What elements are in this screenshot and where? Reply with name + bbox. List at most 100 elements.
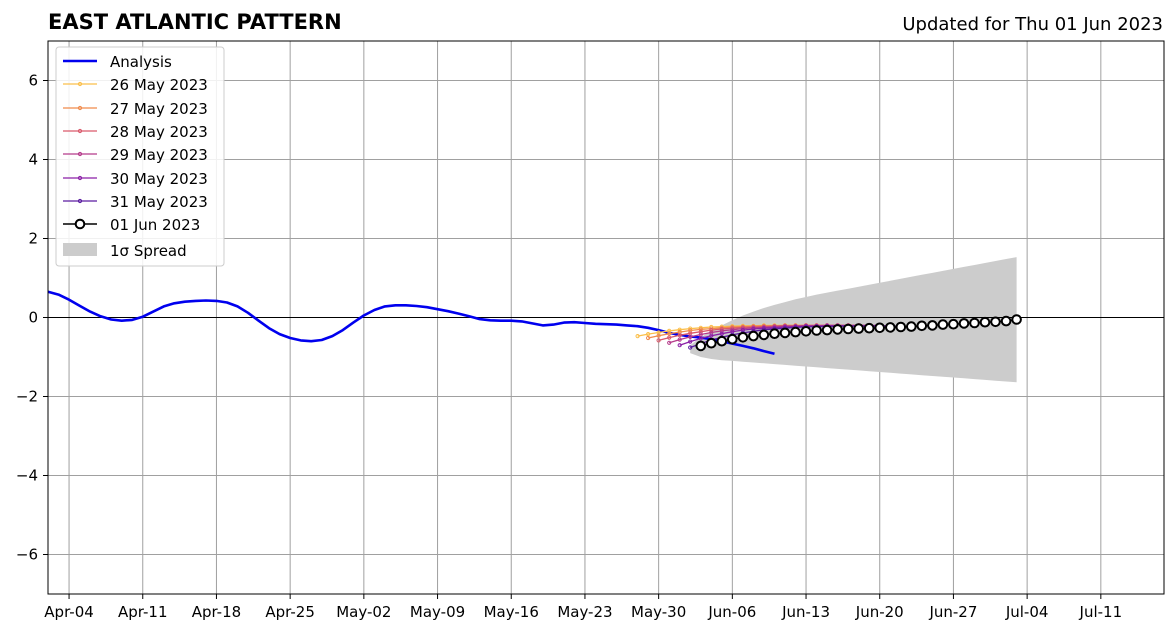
point-jun01-16 [863,322,875,334]
point-may29-3 [698,332,703,337]
point-jun01-11 [811,325,822,336]
legend-label-may29: 29 May 2023 [110,146,208,164]
point-jun01-5 [748,330,759,342]
point-jun01-21 [916,320,928,332]
legend-label-spread: 1σ Spread [110,242,187,260]
x-axis: Apr-04 Apr-11 Apr-18 Apr-25 May-02 May-09 May-… [44,594,1122,621]
point-jun01-0 [695,340,707,352]
point-jun01-28 [990,316,1001,328]
legend-marker-dot-may29 [77,151,83,157]
point-may28-2 [677,333,682,338]
point-jun01-1 [706,337,717,349]
x-tick-label-6: May-16 [484,603,539,621]
x-tick-label-1: Apr-11 [118,603,168,621]
point-jun01-24 [948,318,959,330]
legend-label-jun01: 01 Jun 2023 [110,216,200,234]
point-jun01-12 [821,324,833,336]
point-jun01-23 [937,319,949,330]
x-tick-label-0: Apr-04 [44,603,94,621]
series-analysis [47,290,775,356]
point-jun01-4 [737,332,749,343]
legend-markers [63,59,97,256]
point-jun01-30 [1011,314,1022,325]
y-tick-label-5: −4 [16,467,38,485]
legend-box [55,46,225,267]
point-may28-0 [656,338,661,343]
y-axis: 6 4 2 0 −2 −4 −6 [16,72,48,564]
point-may27-1 [656,333,661,338]
point-may29-0 [667,340,672,345]
y-tick-label-1: 4 [28,151,38,169]
legend-marker-dot-may26 [77,81,83,87]
series-line-analysis [47,290,775,356]
point-jun01-13 [832,324,843,335]
point-may30-0 [677,343,682,348]
spread-band [690,257,1017,383]
point-may27-2 [667,331,672,336]
point-jun01-18 [885,322,896,333]
point-may29-1 [677,337,682,342]
legend-marker-dot-jun01 [74,218,86,230]
legend-label-may27: 27 May 2023 [110,100,208,118]
point-may26-1 [646,332,651,337]
y-tick-label-0: 6 [28,72,38,90]
legend-marker-spread [63,243,97,256]
point-jun01-25 [958,318,970,329]
x-tick-label-9: Jun-06 [707,603,756,621]
point-jun01-26 [969,317,980,329]
legend-label-may30: 30 May 2023 [110,170,208,188]
legend-marker-dot-may27 [77,105,83,111]
point-jun01-27 [979,316,991,328]
point-jun01-14 [842,323,854,335]
chart-subtitle: Updated for Thu 01 Jun 2023 [902,14,1163,35]
point-jun01-15 [853,323,865,334]
point-jun01-2 [716,335,728,347]
point-may30-2 [698,336,703,341]
point-jun01-9 [790,326,801,338]
series-jun01 [695,314,1022,352]
x-tick-label-5: May-09 [410,603,465,621]
x-tick-label-3: Apr-25 [265,603,315,621]
point-jun01-17 [874,322,886,334]
x-tick-label-14: Jul-11 [1079,603,1123,621]
legend-marker-dot-may28 [77,128,83,134]
legend-label-analysis: Analysis [110,53,172,71]
point-may31-0 [688,345,693,350]
x-tick-label-4: May-02 [336,603,391,621]
legend: Analysis 26 May 2023 27 May 2023 28 May … [55,46,225,267]
point-may29-2 [688,334,693,339]
y-tick-label-6: −6 [16,546,38,564]
legend-label-may26: 26 May 2023 [110,76,208,94]
point-may26-4 [677,327,682,332]
point-jun01-8 [779,327,791,339]
point-jun01-7 [769,328,780,340]
legend-label-may28: 28 May 2023 [110,123,208,141]
point-jun01-6 [758,329,770,341]
legend-marker-dot-may31 [77,198,83,204]
y-tick-label-2: 2 [28,230,38,248]
series-layer [47,290,1022,356]
point-jun01-29 [1000,315,1012,327]
point-may30-3 [709,333,714,338]
point-jun01-10 [800,326,812,337]
x-tick-label-11: Jun-20 [855,603,904,621]
point-jun01-20 [906,321,917,332]
legend-label-may31: 31 May 2023 [110,193,208,211]
point-may30-1 [688,339,693,344]
y-tick-label-4: −2 [16,388,38,406]
x-tick-label-7: May-23 [557,603,612,621]
point-may27-0 [646,335,651,341]
point-may27-5 [698,327,703,332]
point-may30-7 [751,326,756,332]
point-jun01-3 [727,333,738,345]
point-jun01-19 [895,321,907,333]
x-tick-label-13: Jul-04 [1005,603,1049,621]
x-tick-label-12: Jun-27 [928,603,977,621]
point-jun01-22 [927,320,938,331]
x-tick-label-8: May-30 [631,603,686,621]
x-tick-label-10: Jun-13 [781,603,830,621]
chart-title: EAST ATLANTIC PATTERN [48,10,342,34]
spread-polygon [690,257,1017,383]
legend-marker-dot-may30 [77,175,83,181]
